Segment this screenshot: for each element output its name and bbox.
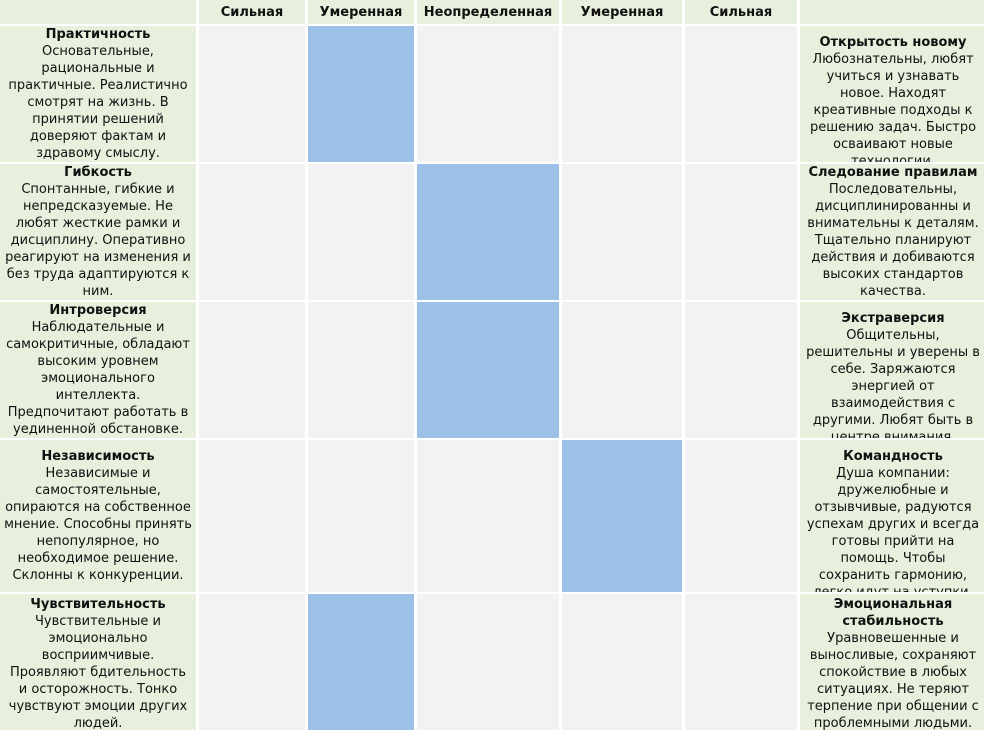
- header-strong-right: Сильная: [685, 0, 797, 24]
- score-cell-moderate-left-selected: [308, 26, 414, 162]
- score-cell-strong-left: [199, 440, 305, 592]
- trait-right-rule-following: Следование правилам Последовательны, дис…: [800, 164, 984, 300]
- trait-description: Спонтанные, гибкие и непредсказуемые. Не…: [5, 182, 191, 299]
- trait-description: Чувствительные и эмоционально восприимчи…: [8, 614, 188, 730]
- trait-name: Интроверсия: [49, 303, 147, 318]
- trait-name: Следование правилам: [808, 165, 978, 180]
- trait-right-emotional-stability: Эмоциональная стабильность Уравновешенны…: [800, 594, 984, 730]
- header-strong-left: Сильная: [199, 0, 305, 24]
- trait-name: Открытость новому: [819, 35, 967, 50]
- score-cell-moderate-right: [562, 164, 682, 300]
- score-cell-strong-right: [685, 440, 797, 592]
- trait-right-teamwork: Командность Душа компании: дружелюбные и…: [800, 440, 984, 592]
- trait-name: Эмоциональная стабильность: [833, 597, 953, 629]
- trait-name: Чувствительность: [30, 597, 166, 612]
- trait-name: Командность: [843, 449, 943, 464]
- trait-name: Экстраверсия: [841, 311, 945, 326]
- score-cell-undefined: [417, 440, 559, 592]
- trait-name: Практичность: [45, 27, 151, 42]
- trait-description: Уравновешенные и выносливые, сохраняют с…: [807, 631, 979, 730]
- score-cell-undefined-selected: [417, 302, 559, 438]
- score-cell-moderate-right-selected: [562, 440, 682, 592]
- trait-left-sensitivity: Чувствительность Чувствительные и эмоцио…: [0, 594, 196, 730]
- score-cell-strong-right: [685, 26, 797, 162]
- score-cell-undefined: [417, 26, 559, 162]
- header-moderate-left: Умеренная: [308, 0, 414, 24]
- header-moderate-right: Умеренная: [562, 0, 682, 24]
- trait-left-introversion: Интроверсия Наблюдательные и самокритичн…: [0, 302, 196, 438]
- score-cell-strong-left: [199, 26, 305, 162]
- score-cell-moderate-right: [562, 26, 682, 162]
- trait-right-extraversion: Экстраверсия Общительны, решительны и ув…: [800, 302, 984, 438]
- trait-name: Гибкость: [64, 165, 132, 180]
- score-cell-moderate-left: [308, 440, 414, 592]
- score-cell-strong-left: [199, 164, 305, 300]
- score-cell-strong-left: [199, 302, 305, 438]
- score-cell-strong-right: [685, 164, 797, 300]
- trait-left-independence: Независимость Независимые и самостоятель…: [0, 440, 196, 592]
- score-cell-moderate-left: [308, 302, 414, 438]
- score-cell-moderate-right: [562, 302, 682, 438]
- score-cell-strong-left: [199, 594, 305, 730]
- trait-name: Независимость: [41, 449, 155, 464]
- score-cell-undefined: [417, 594, 559, 730]
- score-cell-strong-right: [685, 302, 797, 438]
- score-cell-moderate-left-selected: [308, 594, 414, 730]
- header-corner-left: [0, 0, 196, 24]
- trait-description: Общительны, решительны и уверены в себе.…: [806, 328, 980, 438]
- trait-left-practicality: Практичность Основательные, рациональные…: [0, 26, 196, 162]
- trait-description: Последовательны, дисциплинированны и вни…: [807, 182, 979, 299]
- header-undefined: Неопределенная: [417, 0, 559, 24]
- header-corner-right: [800, 0, 984, 24]
- score-cell-moderate-left: [308, 164, 414, 300]
- trait-right-openness: Открытость новому Любознательны, любят у…: [800, 26, 984, 162]
- score-cell-moderate-right: [562, 594, 682, 730]
- trait-description: Основательные, рациональные и практичные…: [8, 44, 188, 161]
- score-cell-strong-right: [685, 594, 797, 730]
- trait-description: Любознательны, любят учиться и узнавать …: [809, 52, 977, 162]
- trait-description: Наблюдательные и самокритичные, обладают…: [6, 320, 190, 437]
- trait-left-flexibility: Гибкость Спонтанные, гибкие и непредсказ…: [0, 164, 196, 300]
- trait-description: Душа компании: дружелюбные и отзывчивые,…: [806, 466, 980, 592]
- score-cell-undefined-selected: [417, 164, 559, 300]
- trait-description: Независимые и самостоятельные, опираются…: [4, 466, 192, 583]
